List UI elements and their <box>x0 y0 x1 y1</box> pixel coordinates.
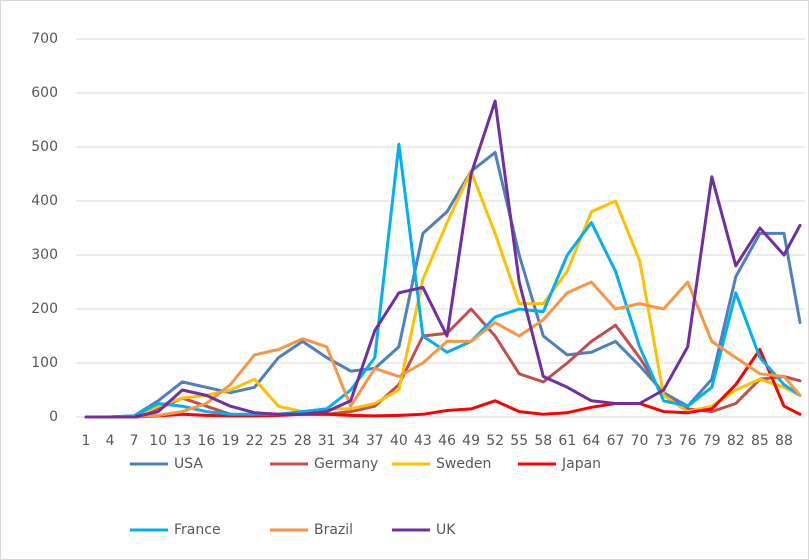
x-tick-label: 37 <box>366 433 384 449</box>
legend-label: Brazil <box>314 522 353 538</box>
x-tick-label: 55 <box>510 433 528 449</box>
series-line <box>84 280 802 419</box>
x-tick-label: 61 <box>558 433 576 449</box>
x-tick-label: 58 <box>534 433 552 449</box>
series-line <box>84 99 802 419</box>
x-tick-label: 16 <box>197 433 215 449</box>
x-tick-label: 22 <box>246 433 264 449</box>
y-tick-label: 700 <box>31 31 58 47</box>
series-line <box>84 348 802 419</box>
x-tick-label: 52 <box>486 433 504 449</box>
x-tick-label: 73 <box>655 433 673 449</box>
x-tick-label: 13 <box>173 433 191 449</box>
x-tick-label: 25 <box>270 433 288 449</box>
x-tick-label: 19 <box>221 433 239 449</box>
x-tick-label: 7 <box>130 433 139 449</box>
x-tick-label: 67 <box>607 433 625 449</box>
legend-label: USA <box>174 456 203 472</box>
y-tick-label: 600 <box>31 85 58 101</box>
x-tick-label: 34 <box>342 433 360 449</box>
y-tick-label: 500 <box>31 139 58 155</box>
legend-label: Sweden <box>436 456 491 472</box>
x-tick-label: 76 <box>679 433 697 449</box>
legend-label: UK <box>436 522 456 538</box>
x-tick-label: 49 <box>462 433 480 449</box>
x-tick-label: 79 <box>703 433 721 449</box>
y-tick-label: 200 <box>31 301 58 317</box>
y-tick-label: 0 <box>49 409 58 425</box>
x-tick-label: 70 <box>631 433 649 449</box>
x-tick-label: 31 <box>318 433 336 449</box>
legend-label: Japan <box>561 456 601 472</box>
x-tick-label: 28 <box>294 433 312 449</box>
x-tick-label: 88 <box>775 433 793 449</box>
x-tick-label: 4 <box>106 433 115 449</box>
x-tick-label: 43 <box>414 433 432 449</box>
y-tick-label: 300 <box>31 247 58 263</box>
x-tick-label: 10 <box>149 433 167 449</box>
y-tick-label: 400 <box>31 193 58 209</box>
legend-label: France <box>174 522 221 538</box>
x-tick-label: 82 <box>727 433 745 449</box>
y-tick-label: 100 <box>31 355 58 371</box>
x-tick-label: 64 <box>583 433 601 449</box>
x-tick-label: 85 <box>751 433 769 449</box>
x-tick-label: 1 <box>82 433 91 449</box>
x-tick-label: 40 <box>390 433 408 449</box>
legend-label: Germany <box>314 456 378 472</box>
x-tick-label: 46 <box>438 433 456 449</box>
series-line <box>84 142 802 419</box>
